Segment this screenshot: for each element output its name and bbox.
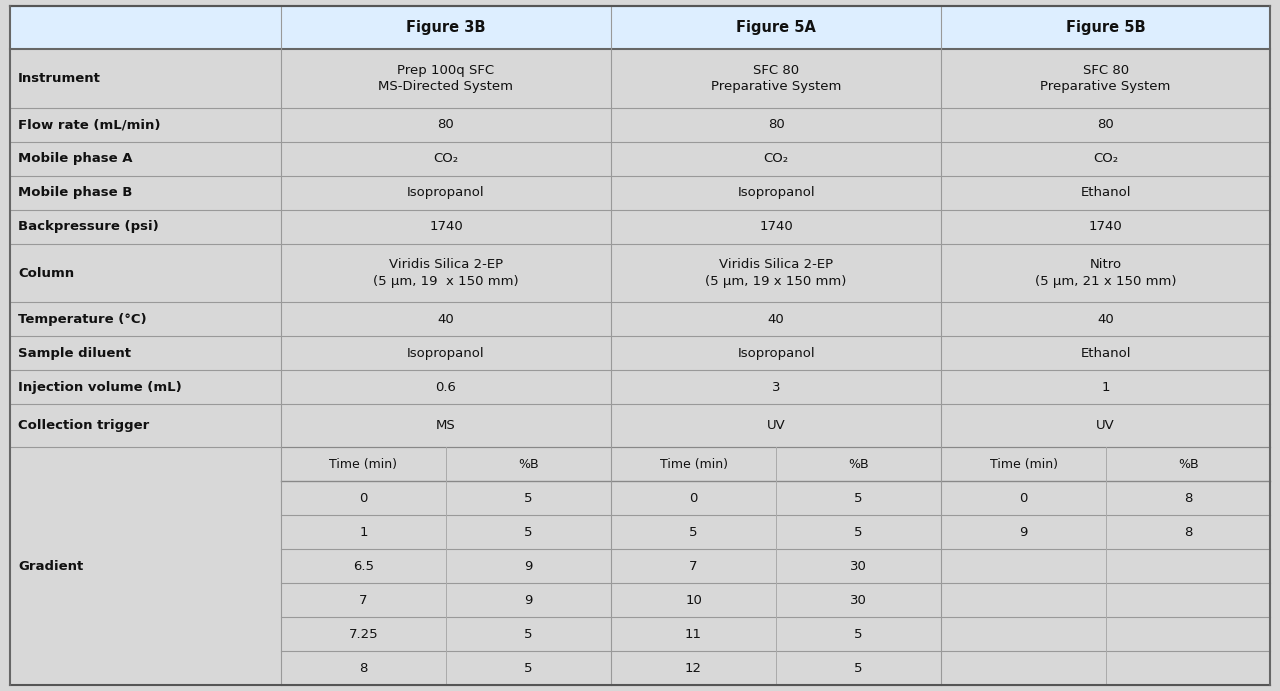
Text: UV: UV <box>1096 419 1115 433</box>
Text: 30: 30 <box>850 560 867 573</box>
Text: 40: 40 <box>1097 313 1114 326</box>
Text: %B: %B <box>518 458 539 471</box>
Text: 9: 9 <box>1019 526 1028 539</box>
Text: Gradient: Gradient <box>18 560 83 573</box>
Text: Figure 5B: Figure 5B <box>1066 20 1146 35</box>
Text: 3: 3 <box>772 381 781 394</box>
Text: Sample diluent: Sample diluent <box>18 347 131 360</box>
Text: Isopropanol: Isopropanol <box>737 187 815 199</box>
Text: Isopropanol: Isopropanol <box>407 187 485 199</box>
Text: Nitro
(5 μm, 21 x 150 mm): Nitro (5 μm, 21 x 150 mm) <box>1034 258 1176 288</box>
Text: 1: 1 <box>360 526 367 539</box>
Text: Ethanol: Ethanol <box>1080 187 1130 199</box>
Text: Time (min): Time (min) <box>659 458 727 471</box>
Text: MS: MS <box>436 419 456 433</box>
Text: 5: 5 <box>854 627 863 641</box>
Text: 1740: 1740 <box>759 220 792 233</box>
Text: Viridis Silica 2-EP
(5 μm, 19 x 150 mm): Viridis Silica 2-EP (5 μm, 19 x 150 mm) <box>705 258 847 288</box>
Text: Flow rate (mL/min): Flow rate (mL/min) <box>18 118 160 131</box>
Text: CO₂: CO₂ <box>434 152 458 165</box>
Text: CO₂: CO₂ <box>1093 152 1119 165</box>
Text: Ethanol: Ethanol <box>1080 347 1130 360</box>
Text: 5: 5 <box>854 492 863 504</box>
Text: SFC 80
Preparative System: SFC 80 Preparative System <box>1041 64 1171 93</box>
Text: Time (min): Time (min) <box>989 458 1057 471</box>
Text: 80: 80 <box>768 118 785 131</box>
Text: 9: 9 <box>525 594 532 607</box>
Text: 40: 40 <box>438 313 454 326</box>
Text: 5: 5 <box>525 526 532 539</box>
Text: 80: 80 <box>1097 118 1114 131</box>
Text: 7.25: 7.25 <box>348 627 379 641</box>
Text: Collection trigger: Collection trigger <box>18 419 150 433</box>
Text: 11: 11 <box>685 627 701 641</box>
Text: Injection volume (mL): Injection volume (mL) <box>18 381 182 394</box>
Text: 0.6: 0.6 <box>435 381 457 394</box>
Text: Figure 5A: Figure 5A <box>736 20 817 35</box>
Text: 9: 9 <box>525 560 532 573</box>
Text: Viridis Silica 2-EP
(5 μm, 19  x 150 mm): Viridis Silica 2-EP (5 μm, 19 x 150 mm) <box>374 258 518 288</box>
Text: 5: 5 <box>525 492 532 504</box>
Text: 5: 5 <box>525 661 532 674</box>
Text: Temperature (°C): Temperature (°C) <box>18 313 147 326</box>
Text: %B: %B <box>1179 458 1199 471</box>
Text: CO₂: CO₂ <box>763 152 788 165</box>
Text: 0: 0 <box>690 492 698 504</box>
Text: 8: 8 <box>1184 526 1193 539</box>
Text: Prep 100q SFC
MS-Directed System: Prep 100q SFC MS-Directed System <box>379 64 513 93</box>
Text: 12: 12 <box>685 661 701 674</box>
Text: 30: 30 <box>850 594 867 607</box>
Text: 1740: 1740 <box>1089 220 1123 233</box>
Text: 1: 1 <box>1101 381 1110 394</box>
Text: Isopropanol: Isopropanol <box>407 347 485 360</box>
Text: 6.5: 6.5 <box>353 560 374 573</box>
Text: 8: 8 <box>360 661 367 674</box>
Text: Mobile phase A: Mobile phase A <box>18 152 133 165</box>
Text: Column: Column <box>18 267 74 280</box>
Text: 5: 5 <box>525 627 532 641</box>
Text: 7: 7 <box>690 560 698 573</box>
Text: Time (min): Time (min) <box>329 458 397 471</box>
Text: 5: 5 <box>690 526 698 539</box>
Text: Instrument: Instrument <box>18 72 101 85</box>
Text: 10: 10 <box>685 594 701 607</box>
Text: Isopropanol: Isopropanol <box>737 347 815 360</box>
Text: 80: 80 <box>438 118 454 131</box>
Text: 0: 0 <box>360 492 367 504</box>
Text: 1740: 1740 <box>429 220 463 233</box>
Text: 40: 40 <box>768 313 785 326</box>
Text: %B: %B <box>849 458 869 471</box>
Text: SFC 80
Preparative System: SFC 80 Preparative System <box>710 64 841 93</box>
Text: 8: 8 <box>1184 492 1193 504</box>
Text: 5: 5 <box>854 661 863 674</box>
Text: UV: UV <box>767 419 786 433</box>
Text: 7: 7 <box>360 594 367 607</box>
Text: Backpressure (psi): Backpressure (psi) <box>18 220 159 233</box>
Text: Figure 3B: Figure 3B <box>406 20 485 35</box>
Text: 5: 5 <box>854 526 863 539</box>
Bar <box>10 6 1270 49</box>
Text: 0: 0 <box>1019 492 1028 504</box>
Text: Mobile phase B: Mobile phase B <box>18 187 132 199</box>
